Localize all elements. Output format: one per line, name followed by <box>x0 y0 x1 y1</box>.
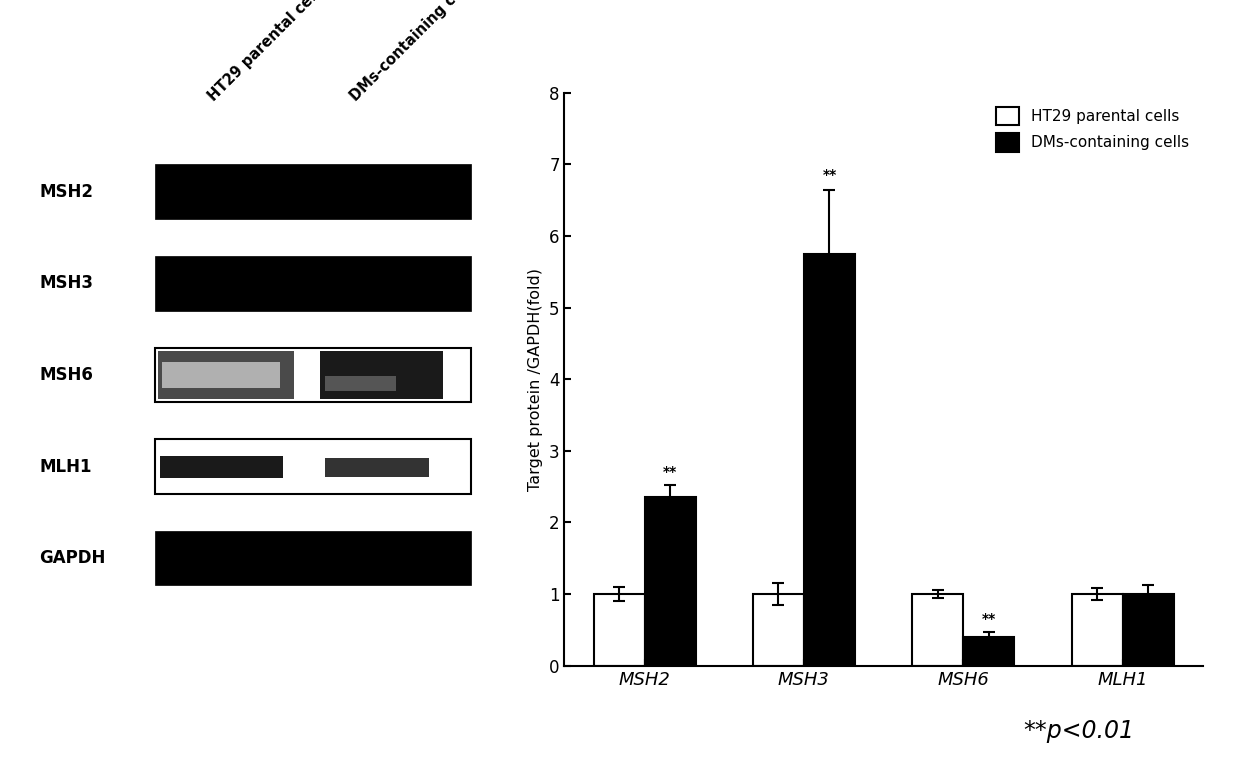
Text: MSH6: MSH6 <box>40 366 93 384</box>
Bar <box>155 531 471 585</box>
Text: **: ** <box>982 612 996 626</box>
Text: DMs-containing cells: DMs-containing cells <box>347 0 480 104</box>
Bar <box>325 457 429 477</box>
Bar <box>157 351 294 399</box>
Text: MSH2: MSH2 <box>40 183 93 200</box>
Text: **: ** <box>663 464 677 479</box>
Bar <box>155 164 471 219</box>
Bar <box>320 351 443 399</box>
Bar <box>160 456 283 478</box>
Y-axis label: Target protein /GAPDH(fold): Target protein /GAPDH(fold) <box>528 268 543 491</box>
Text: **p<0.01: **p<0.01 <box>1023 719 1135 744</box>
Bar <box>155 348 471 402</box>
Bar <box>325 376 396 391</box>
Bar <box>155 440 471 494</box>
Bar <box>963 637 1014 666</box>
Bar <box>155 256 471 310</box>
Bar <box>645 498 696 666</box>
Text: MSH3: MSH3 <box>40 274 93 293</box>
Bar <box>1122 594 1174 666</box>
Bar <box>913 594 963 666</box>
Legend: HT29 parental cells, DMs-containing cells: HT29 parental cells, DMs-containing cell… <box>990 101 1195 158</box>
Text: HT29 parental cells: HT29 parental cells <box>206 0 330 104</box>
Bar <box>804 254 854 666</box>
Bar <box>162 362 280 388</box>
Text: GAPDH: GAPDH <box>40 550 105 567</box>
Bar <box>594 594 645 666</box>
Bar <box>1071 594 1122 666</box>
Text: **: ** <box>822 169 837 183</box>
Bar <box>753 594 804 666</box>
Text: MLH1: MLH1 <box>40 457 92 475</box>
